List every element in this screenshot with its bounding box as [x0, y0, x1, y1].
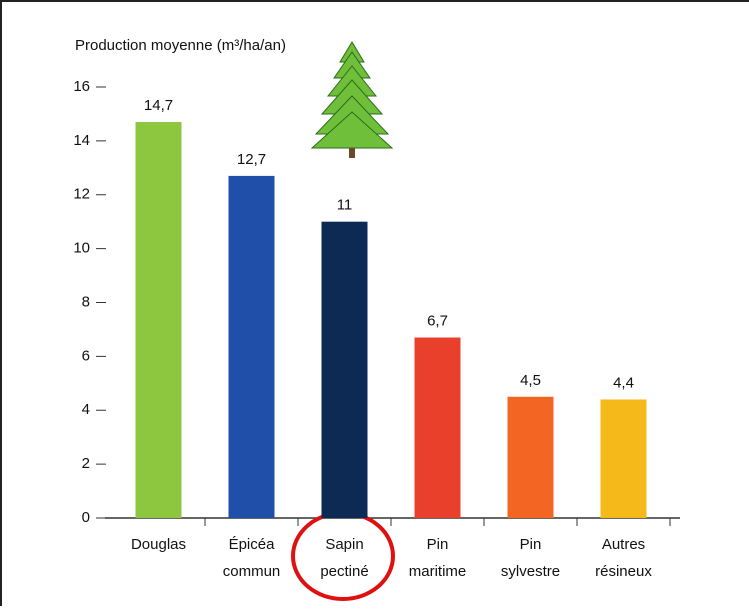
- chart: Production moyenne (m³/ha/an) 0 2 4 6 8 10 12 1…: [0, 0, 749, 606]
- value-label: 14,7: [144, 97, 173, 114]
- x-tick-label: Douglas: [119, 531, 199, 558]
- value-label: 4,4: [613, 374, 634, 391]
- bar: [136, 122, 182, 518]
- value-label: 4,5: [520, 372, 541, 389]
- bar: [322, 222, 368, 518]
- page: Production moyenne (m³/ha/an) 0 2 4 6 8 10 12 1…: [0, 0, 749, 606]
- bar: [601, 399, 647, 518]
- y-tick-label: 6: [82, 347, 90, 364]
- x-tick-label: Sapin pectiné: [305, 531, 385, 585]
- bar: [229, 176, 275, 518]
- x-tick-label: Pin maritime: [398, 531, 478, 585]
- value-label: 6,7: [427, 312, 448, 329]
- value-label: 12,7: [237, 151, 266, 168]
- tree-icon: [312, 42, 392, 158]
- y-tick-label: 10: [73, 240, 90, 257]
- bar: [415, 338, 461, 518]
- y-tick-label: 14: [73, 132, 90, 149]
- value-label: 11: [337, 197, 353, 214]
- x-tick-label: Autres résineux: [584, 531, 664, 585]
- y-tick-label: 4: [82, 401, 90, 418]
- y-tick-label: 0: [82, 509, 90, 526]
- y-tick-label: 16: [73, 78, 90, 95]
- y-tick-label: 2: [82, 455, 90, 472]
- y-tick-label: 12: [73, 186, 90, 203]
- chart-title: Production moyenne (m³/ha/an): [75, 37, 286, 54]
- y-tick-label: 8: [82, 293, 90, 310]
- x-tick-label: Pin sylvestre: [491, 531, 571, 585]
- x-tick-label: Épicéa commun: [212, 531, 292, 585]
- bar: [508, 397, 554, 518]
